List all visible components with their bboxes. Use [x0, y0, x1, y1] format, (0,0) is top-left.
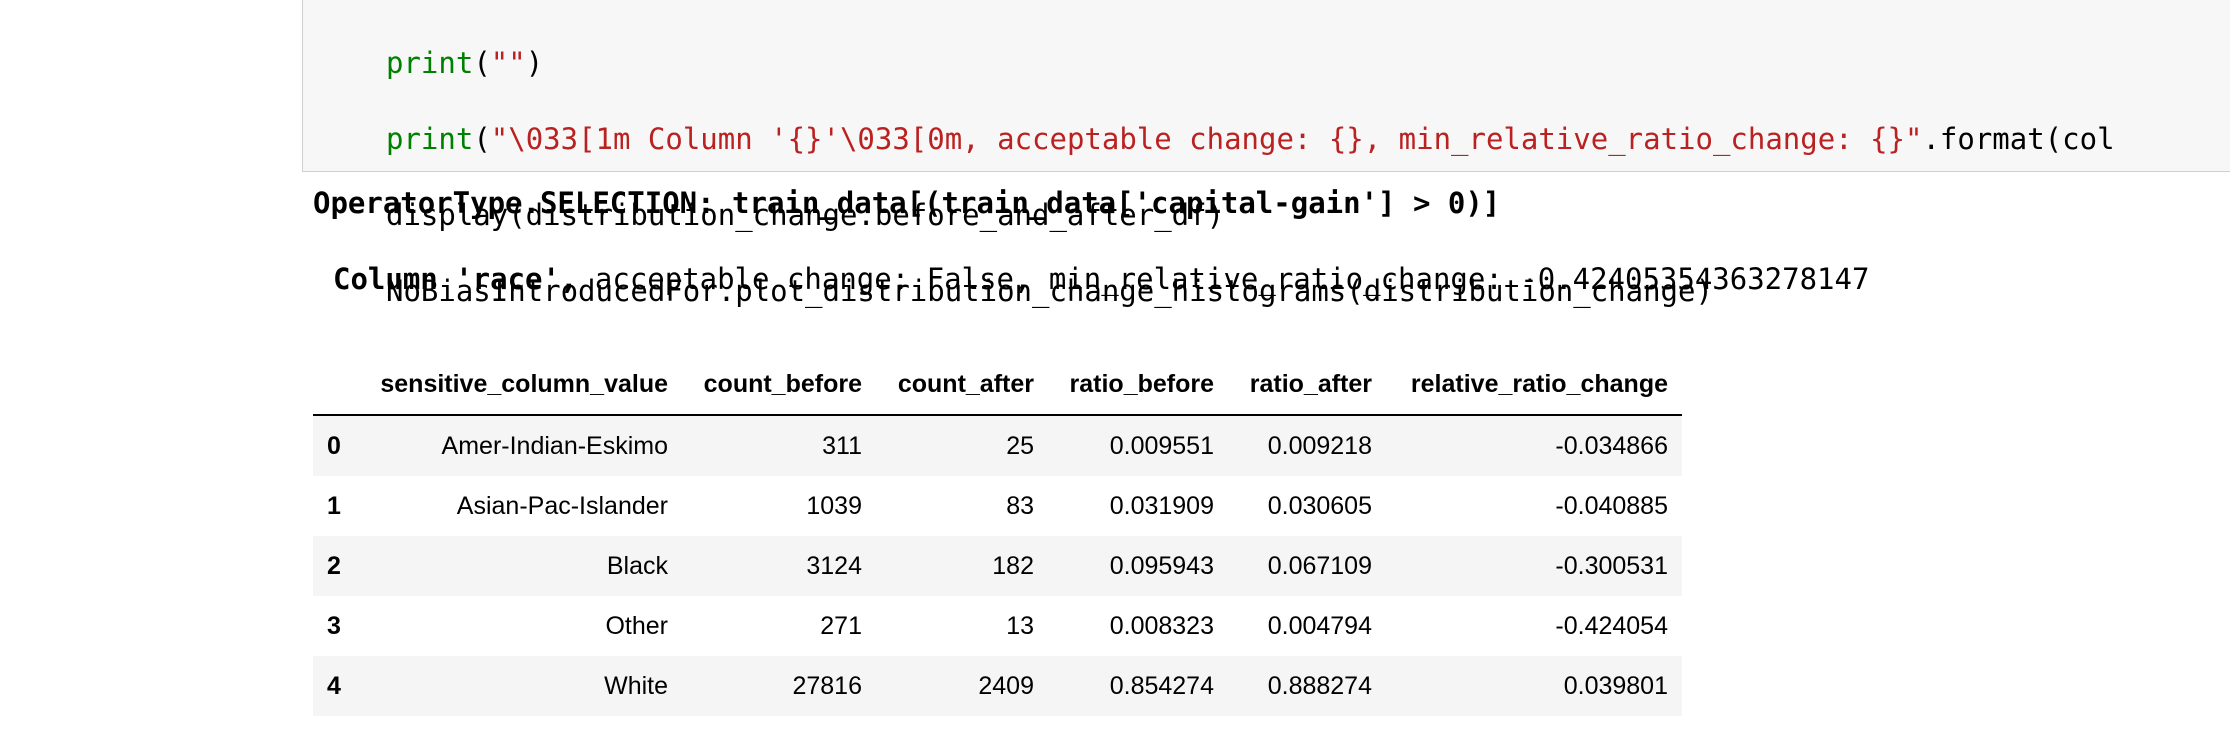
code: print("") print("\033[1m Column '{}'\033…: [386, 6, 2115, 348]
code-line: print("\033[1m Column '{}'\033[0m, accep…: [386, 120, 2115, 158]
table-cell: 13: [1006, 611, 1034, 640]
column-output: Column 'race', acceptable change: False,…: [333, 262, 1869, 296]
table-cell: 0.030605: [1267, 491, 1372, 520]
table-row: 0 Amer-Indian-Eskimo 311 25 0.009551 0.009218…: [313, 415, 1682, 476]
column-header: count_after: [876, 354, 1048, 416]
table-cell: 0.008323: [1109, 611, 1214, 640]
token: (: [473, 46, 491, 80]
table-cell: 271: [820, 611, 862, 640]
column-summary: acceptable change: False, min_relative_r…: [577, 262, 1870, 296]
token: .format(col: [1922, 122, 2115, 156]
table-cell: 83: [1006, 491, 1034, 520]
table-row: 2 Black 3124 182 0.095943 0.067109 -0.300531: [313, 536, 1682, 596]
table-cell: 27816: [792, 671, 862, 700]
column-header: relative_ratio_change: [1386, 354, 1682, 416]
table-cell: -0.034866: [1555, 431, 1668, 460]
code-line: display(distribution_change.before_and_a…: [386, 196, 2115, 234]
table-cell: 0.854274: [1109, 671, 1214, 700]
token: "\033[1m Column '{}'\033[0m, acceptable …: [490, 122, 1923, 156]
header-row: sensitive_column_value count_before count_…: [313, 354, 1682, 416]
table-cell: -0.040885: [1555, 491, 1668, 520]
row-index: 1: [327, 491, 341, 520]
table-cell: 0.888274: [1267, 671, 1372, 700]
operator-output: OperatorType.SELECTION: train_data[(trai…: [313, 186, 1501, 220]
dataframe: sensitive_column_value count_before count_…: [313, 354, 1682, 716]
table-cell: 1039: [806, 491, 862, 520]
column-header: ratio_before: [1048, 354, 1228, 416]
row-index: 0: [327, 431, 341, 460]
token: (: [473, 122, 491, 156]
table-cell: 0.067109: [1267, 551, 1372, 580]
column-header: sensitive_column_value: [355, 354, 682, 416]
table-cell: 0.009551: [1109, 431, 1214, 460]
table-row: 4 White 27816 2409 0.854274 0.888274 0.039801: [313, 656, 1682, 716]
table-cell: 0.039801: [1563, 671, 1668, 700]
table-row: 3 Other 271 13 0.008323 0.004794 -0.424054: [313, 596, 1682, 656]
table-cell: 311: [822, 431, 862, 460]
table-cell: 25: [1006, 431, 1034, 460]
table-cell: 0.009218: [1267, 431, 1372, 460]
table-cell: Amer-Indian-Eskimo: [441, 431, 668, 460]
table-cell: 2409: [978, 671, 1034, 700]
column-name: Column 'race',: [333, 262, 578, 296]
table-row: 1 Asian-Pac-Islander 1039 83 0.031909 0.03060…: [313, 476, 1682, 536]
table-cell: 182: [992, 551, 1034, 580]
token: print: [386, 46, 474, 80]
table-cell: -0.300531: [1555, 551, 1668, 580]
table-cell: White: [604, 671, 668, 700]
table-cell: Asian-Pac-Islander: [456, 491, 668, 520]
token: print: [386, 122, 474, 156]
table-cell: -0.424054: [1555, 611, 1668, 640]
code-cell[interactable]: [302, 0, 2230, 172]
table-cell: 0.004794: [1267, 611, 1372, 640]
row-index: 4: [327, 671, 341, 700]
token: "": [490, 46, 526, 80]
token: NoBiasIntroducedFor.plot_distribution_ch…: [386, 274, 1713, 308]
table-cell: Black: [606, 551, 668, 580]
code-line: NoBiasIntroducedFor.plot_distribution_ch…: [386, 272, 2115, 310]
column-header: [313, 354, 355, 416]
table-cell: 0.031909: [1109, 491, 1214, 520]
table-cell: 0.095943: [1109, 551, 1214, 580]
token: display(distribution_change.before_and_a…: [386, 198, 1225, 232]
column-header: ratio_after: [1228, 354, 1386, 416]
row-index: 3: [327, 611, 341, 640]
token: ): [525, 46, 544, 80]
row-index: 2: [327, 551, 341, 580]
column-header: count_before: [682, 354, 876, 416]
code-line: print(""): [386, 44, 2115, 82]
table-cell: Other: [605, 611, 668, 640]
table-cell: 3124: [806, 551, 862, 580]
